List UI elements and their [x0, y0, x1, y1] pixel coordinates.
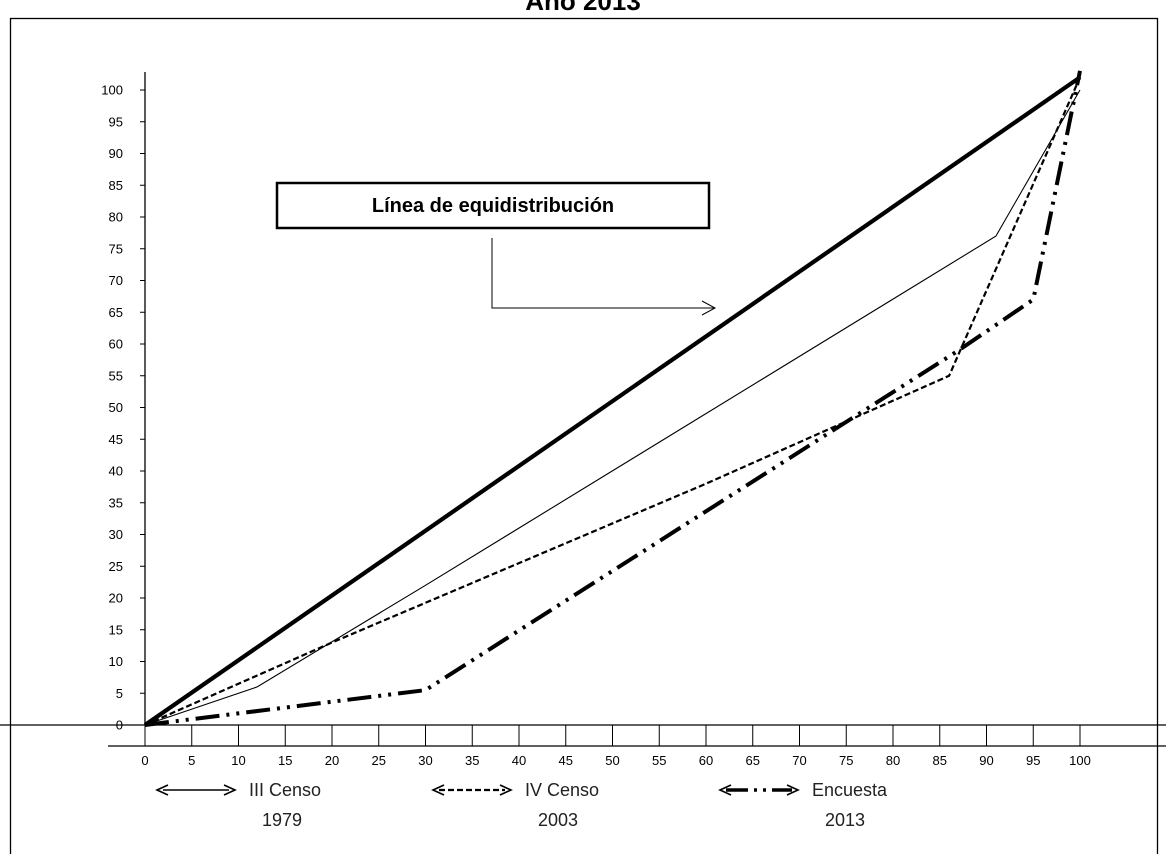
legend-arrow-right	[786, 784, 800, 796]
axes	[0, 72, 1166, 747]
series-layer	[143, 70, 1082, 727]
x-tick-label: 80	[886, 753, 900, 768]
x-tick-label: 60	[699, 753, 713, 768]
x-tick-label: 25	[372, 753, 386, 768]
legend-arrow-left	[431, 784, 445, 796]
series-line-1	[144, 89, 1081, 726]
x-tick-label: 75	[839, 753, 853, 768]
y-tick-label: 20	[109, 591, 123, 606]
legend-label: Encuesta	[812, 780, 888, 800]
y-tick-label: 55	[109, 368, 123, 383]
legend-arrow-right	[223, 784, 237, 796]
y-tick-label: 30	[109, 527, 123, 542]
series-line-3	[144, 70, 1082, 727]
y-tick-label: 15	[109, 622, 123, 637]
x-tick-label: 35	[465, 753, 479, 768]
y-tick-label: 75	[109, 241, 123, 256]
legend-arrow-left	[155, 784, 169, 796]
y-tick-label: 35	[109, 495, 123, 510]
x-tick-label: 95	[1026, 753, 1040, 768]
x-tick-label: 10	[231, 753, 245, 768]
x-tick-label: 55	[652, 753, 666, 768]
legend-arrow-right	[499, 784, 513, 796]
legend-year: 2003	[538, 810, 578, 830]
legend-label: III Censo	[249, 780, 321, 800]
x-tick-label: 45	[559, 753, 573, 768]
chart-frame	[9, 17, 1159, 854]
legend-year: 1979	[262, 810, 302, 830]
x-tick-label: 100	[1069, 753, 1091, 768]
y-tick-label: 10	[109, 654, 123, 669]
y-tick-label: 95	[109, 114, 123, 129]
legend-arrow-left	[718, 784, 732, 796]
y-tick-label: 5	[116, 686, 123, 701]
x-tick-label: 65	[746, 753, 760, 768]
y-tick-label: 100	[101, 83, 123, 98]
legend-label: IV Censo	[525, 780, 599, 800]
y-tick-label: 40	[109, 464, 123, 479]
x-tick-label: 30	[418, 753, 432, 768]
callout-box	[275, 181, 711, 230]
x-tick-label: 90	[979, 753, 993, 768]
x-tick-label: 40	[512, 753, 526, 768]
y-tick-label: 50	[109, 400, 123, 415]
x-tick-label: 70	[792, 753, 806, 768]
y-tick-label: 70	[109, 273, 123, 288]
legend: III Censo 1979 IV Censo 2003 Encuesta 2013	[155, 780, 888, 830]
y-tick-label: 25	[109, 559, 123, 574]
series-line-2	[144, 76, 1082, 727]
equidistribution-callout: Línea de equidistribución	[275, 181, 717, 316]
y-axis-ticks: 0 5 10 15 20 25 30 35 40 45 50 55 60 65 70 75 80 85 90 95 10…	[101, 83, 145, 733]
y-tick-label: 60	[109, 337, 123, 352]
x-tick-label: 0	[141, 753, 148, 768]
y-tick-label: 85	[109, 178, 123, 193]
x-tick-label: 85	[933, 753, 947, 768]
y-tick-label: 80	[109, 210, 123, 225]
y-tick-label: 65	[109, 305, 123, 320]
x-tick-label: 5	[188, 753, 195, 768]
chart-title: Año 2013	[525, 0, 641, 16]
legend-year: 2013	[825, 810, 865, 830]
x-tick-label: 20	[325, 753, 339, 768]
callout-label: Línea de equidistribución	[372, 195, 614, 217]
x-axis-ticks: 0 5 10 15 20 25 30 35 40 45 50 55 60 65 70 75 80 85 90 95 10…	[141, 725, 1091, 768]
y-tick-label: 0	[116, 718, 123, 733]
x-tick-label: 50	[605, 753, 619, 768]
series-line-0	[143, 75, 1082, 727]
callout-pointer	[491, 238, 714, 309]
y-tick-label: 90	[109, 146, 123, 161]
x-tick-label: 15	[278, 753, 292, 768]
callout-arrowhead	[701, 300, 717, 316]
y-tick-label: 45	[109, 432, 123, 447]
